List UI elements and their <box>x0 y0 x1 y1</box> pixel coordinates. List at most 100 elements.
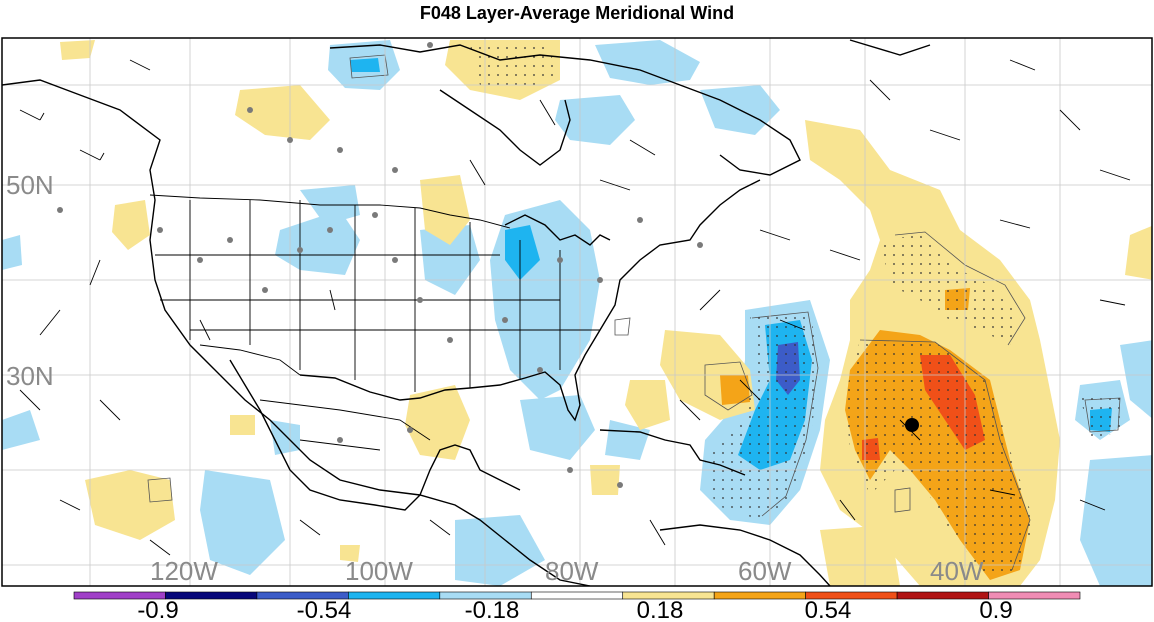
obs-dot <box>417 297 423 303</box>
colorbar-tick-label: 0.18 <box>637 597 684 622</box>
obs-dot <box>337 147 343 153</box>
obs-dot <box>227 237 233 243</box>
shade-region <box>420 175 470 245</box>
colorbar-swatch <box>530 591 624 600</box>
wind-barb <box>19 389 41 411</box>
colorbar-swatch <box>713 591 806 600</box>
colorbar-tick-label: -0.54 <box>297 597 352 622</box>
wind-barb <box>989 489 1016 496</box>
map-plot-area <box>2 38 1152 586</box>
contour-line <box>1084 397 1121 433</box>
observation-dots <box>57 42 703 488</box>
wind-barb <box>869 79 891 101</box>
coastline-gulf <box>299 179 761 422</box>
coastline-mexico <box>229 359 521 511</box>
coastline-north-america <box>2 79 591 586</box>
wind-barb <box>759 229 791 241</box>
contour-line <box>894 487 911 513</box>
shade-region <box>555 95 635 145</box>
colorbar <box>73 591 1081 600</box>
border-us-mexico <box>199 344 301 376</box>
wind-barb <box>199 319 211 341</box>
obs-dot <box>407 427 413 433</box>
obs-dot <box>247 107 253 113</box>
wind-barb <box>59 499 81 511</box>
shade-region <box>2 410 40 450</box>
contour-lines <box>147 54 1121 571</box>
wind-barb <box>79 149 105 161</box>
lat-label: 30N <box>6 361 54 391</box>
shade-region <box>112 200 150 250</box>
shade-region <box>820 525 900 586</box>
wind-barb <box>999 219 1031 229</box>
wind-barb <box>99 399 121 421</box>
obs-dot <box>557 257 563 263</box>
obs-dot <box>447 337 453 343</box>
coastlines <box>2 39 931 586</box>
stippling <box>470 45 1125 575</box>
shade-region <box>340 545 360 562</box>
shade-region <box>505 225 540 280</box>
obs-dot <box>637 217 643 223</box>
colorbar-tick-label: -0.18 <box>465 597 520 622</box>
lon-label: 40W <box>930 556 984 586</box>
obs-dot <box>297 247 303 253</box>
obs-dot <box>597 277 603 283</box>
lon-label: 100W <box>345 556 413 586</box>
wind-barb <box>929 129 961 141</box>
wind-barb <box>39 309 61 336</box>
obs-dot <box>262 287 268 293</box>
obs-dot <box>197 257 203 263</box>
colorbar-swatch <box>165 591 258 600</box>
contour-line <box>894 231 1026 346</box>
obs-dot <box>57 207 63 213</box>
wind-barb <box>129 59 151 71</box>
colorbar-swatch <box>896 591 989 600</box>
colorbar-tick-label: 0.54 <box>805 597 852 622</box>
stipple-region <box>880 235 1020 345</box>
shade-region <box>85 470 175 540</box>
shade-region <box>455 515 545 586</box>
shade-region <box>520 395 595 460</box>
coastline-south-america <box>659 524 831 586</box>
coastline-great-lakes <box>504 214 611 246</box>
lon-label: 80W <box>545 556 599 586</box>
shade-region <box>625 380 670 430</box>
shade-region <box>200 470 285 575</box>
wind-barb <box>329 289 336 311</box>
contour-line <box>147 477 173 503</box>
shade-region <box>1125 225 1152 280</box>
shade-region <box>605 420 650 460</box>
wind-barb <box>1079 499 1106 511</box>
colorbar-tick-label: -0.9 <box>137 597 178 622</box>
wind-barb <box>89 259 101 286</box>
wind-barb <box>429 519 451 536</box>
wind-barb <box>1009 59 1036 71</box>
lat-label: 50N <box>6 170 54 200</box>
coastline-hudson <box>439 89 571 166</box>
shade-region <box>720 375 750 405</box>
obs-dot <box>337 437 343 443</box>
cyclone-center-marker <box>905 418 919 432</box>
graticule <box>2 38 1152 586</box>
shade-region <box>590 465 620 495</box>
stipple-region <box>1080 392 1125 440</box>
contour-line <box>349 54 389 79</box>
obs-dot <box>427 42 433 48</box>
obs-dot <box>157 227 163 233</box>
wind-barb <box>829 249 861 261</box>
obs-dot <box>372 212 378 218</box>
wind-barb <box>779 319 806 331</box>
lon-label: 60W <box>738 556 792 586</box>
lon-label: 120W <box>150 556 218 586</box>
coastline-greenland <box>849 39 931 56</box>
obs-dot <box>287 137 293 143</box>
shade-region <box>2 235 22 270</box>
border-mexico-states <box>259 399 431 451</box>
wind-barb <box>299 519 321 536</box>
colorbar-swatch <box>988 591 1081 600</box>
wind-barb <box>469 159 486 186</box>
shade-region <box>420 225 480 295</box>
obs-dot <box>567 467 573 473</box>
